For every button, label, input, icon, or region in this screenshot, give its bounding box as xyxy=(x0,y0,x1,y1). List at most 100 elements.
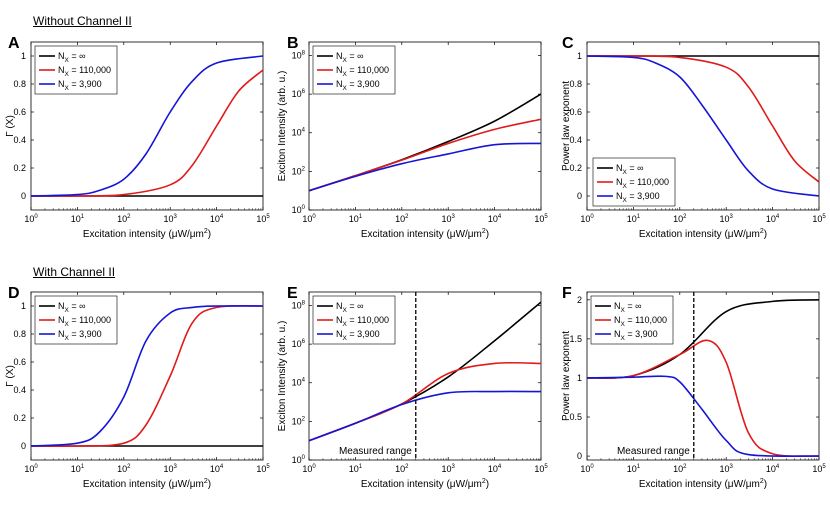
x-label-sup: 2 xyxy=(760,478,764,485)
y-tick-label: 0 xyxy=(577,451,582,461)
legend-sub: X xyxy=(343,321,348,328)
legend-sub: X xyxy=(623,197,628,204)
y-tick-exponent: 0 xyxy=(302,455,306,461)
section-title-without-channel: Without Channel II xyxy=(33,14,132,28)
y-tick-exponent: 6 xyxy=(302,89,306,95)
legend-value: = 110,000 xyxy=(69,65,111,75)
y-tick-label: 0.5 xyxy=(569,412,582,422)
legend-sub: X xyxy=(621,307,626,314)
legend-value: = ∞ xyxy=(69,51,86,61)
x-tick-exponent: 5 xyxy=(822,464,826,470)
legend-entry-2: NX = 3,900 xyxy=(58,79,102,92)
series-line-1 xyxy=(309,361,541,442)
x-tick-exponent: 3 xyxy=(730,214,734,220)
x-tick-exponent: 3 xyxy=(174,214,178,220)
legend-value: = 3,900 xyxy=(69,79,102,89)
x-tick-label: 102 xyxy=(395,464,409,474)
y-tick-label: 102 xyxy=(292,166,306,176)
x-tick-exponent: 2 xyxy=(127,464,131,470)
x-tick-exponent: 3 xyxy=(174,464,178,470)
x-axis-label: Excitation intensity (μW/μm2) xyxy=(639,478,767,490)
x-label-sup: 2 xyxy=(204,478,208,485)
x-label-mu2: μ xyxy=(190,479,196,490)
x-label-close: ) xyxy=(486,479,489,490)
y-axis-label: Γ (X) xyxy=(5,365,16,387)
plot-frame xyxy=(30,41,264,211)
y-tick-exponent: 8 xyxy=(302,50,306,56)
x-tick-label: 105 xyxy=(256,214,270,224)
x-tick-label: 101 xyxy=(71,464,85,474)
x-tick-label: 105 xyxy=(534,214,548,224)
y-tick-label: 108 xyxy=(292,50,306,60)
x-label-m: m xyxy=(196,479,204,490)
x-tick-exponent: 0 xyxy=(590,214,594,220)
x-label-sup: 2 xyxy=(760,228,764,235)
x-tick-label: 102 xyxy=(395,214,409,224)
y-tick-exponent: 8 xyxy=(302,300,306,306)
x-label-m: m xyxy=(752,479,760,490)
legend-value: = 3,900 xyxy=(347,79,380,89)
series-group xyxy=(31,55,263,197)
x-label-mu: μ xyxy=(450,229,456,240)
y-tick-label: 100 xyxy=(292,205,306,215)
legend-sub: X xyxy=(65,321,70,328)
legend-sub: X xyxy=(621,335,626,342)
y-tick-label: 0 xyxy=(577,191,582,201)
x-tick-label: 100 xyxy=(24,214,38,224)
x-tick-exponent: 4 xyxy=(220,214,224,220)
legend-value: = 3,900 xyxy=(627,191,660,201)
x-label-mu: μ xyxy=(728,479,734,490)
series-line-2 xyxy=(31,55,263,197)
x-tick-label: 104 xyxy=(766,464,780,474)
legend-sub: X xyxy=(65,85,70,92)
x-tick-exponent: 4 xyxy=(776,464,780,470)
x-tick-label: 102 xyxy=(117,214,131,224)
y-tick-label: 100 xyxy=(292,455,306,465)
x-axis-label: Excitation intensity (μW/μm2) xyxy=(361,478,489,490)
x-tick-label: 103 xyxy=(720,214,734,224)
x-tick-exponent: 5 xyxy=(544,214,548,220)
x-tick-exponent: 4 xyxy=(776,214,780,220)
y-tick-label: 0 xyxy=(21,441,26,451)
panel-label-d: D xyxy=(8,285,20,302)
y-axis-label: Power law exponent xyxy=(561,81,572,171)
panel-label-e: E xyxy=(287,285,298,302)
y-tick-label: 108 xyxy=(292,300,306,310)
x-tick-exponent: 1 xyxy=(359,214,363,220)
legend-entry-1: NX = 110,000 xyxy=(58,315,111,328)
x-label-close: ) xyxy=(208,229,211,240)
y-tick-label: 0.2 xyxy=(569,163,582,173)
x-label-unit: W/ xyxy=(178,479,190,490)
series-group xyxy=(309,93,541,192)
series-line-2 xyxy=(587,55,819,197)
y-tick-label: 102 xyxy=(292,416,306,426)
y-tick-exponent: 6 xyxy=(302,339,306,345)
y-tick-label: 104 xyxy=(292,128,306,138)
x-tick-label: 104 xyxy=(488,214,502,224)
series-group xyxy=(309,301,541,442)
legend-value: = 110,000 xyxy=(627,177,669,187)
y-tick-label: 0.8 xyxy=(569,79,582,89)
y-tick-label: 2 xyxy=(577,295,582,305)
panel-label-f: F xyxy=(562,285,572,302)
x-tick-label: 105 xyxy=(534,464,548,474)
x-axis-label: Excitation intensity (μW/μm2) xyxy=(83,478,211,490)
x-label-m: m xyxy=(474,479,482,490)
legend-entry-1: NX = 110,000 xyxy=(336,315,389,328)
x-label-unit: W/ xyxy=(734,479,746,490)
x-tick-exponent: 1 xyxy=(81,214,85,220)
x-tick-label: 101 xyxy=(627,464,641,474)
legend-value: = ∞ xyxy=(627,163,644,173)
y-tick-label: 0.4 xyxy=(569,135,582,145)
y-tick-label: 0.8 xyxy=(13,79,26,89)
y-tick-label: 1 xyxy=(577,51,582,61)
y-tick-label: 1 xyxy=(21,301,26,311)
plot-frame xyxy=(308,41,542,211)
y-tick-label: 0.6 xyxy=(13,107,26,117)
x-tick-label: 103 xyxy=(164,214,178,224)
